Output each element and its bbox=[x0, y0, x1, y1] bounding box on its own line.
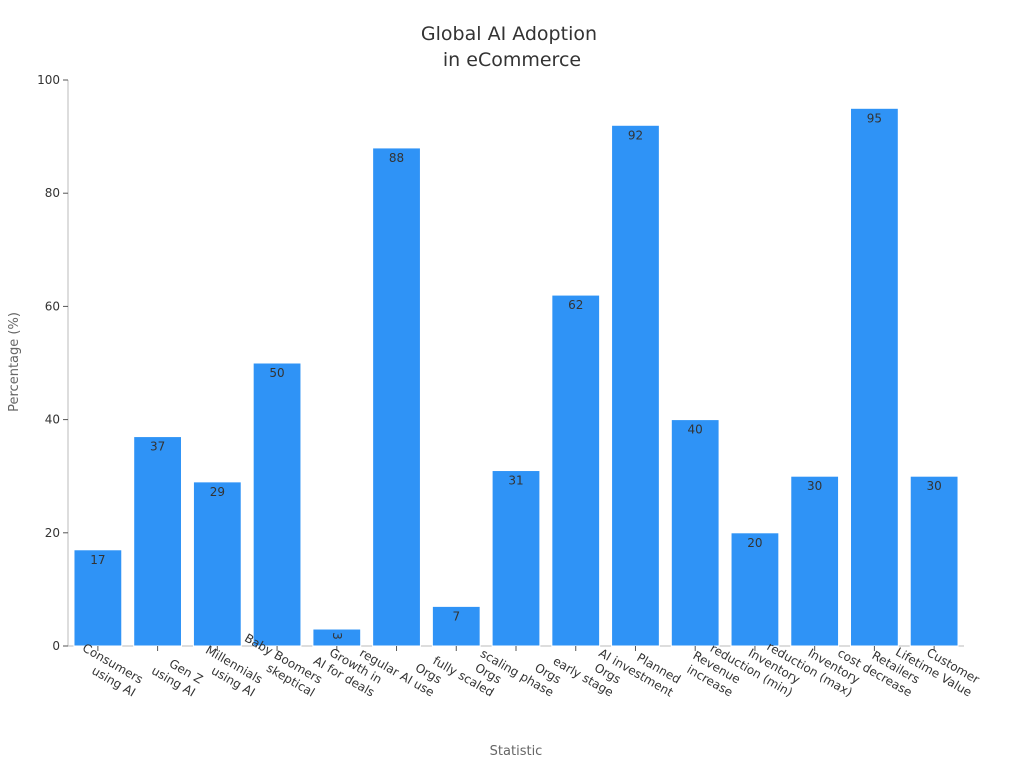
bar bbox=[372, 147, 421, 647]
x-tick-label: Consumersusing AI bbox=[73, 641, 146, 700]
bar bbox=[909, 475, 959, 647]
chart-title-line-1: Global AI Adoption bbox=[421, 23, 597, 45]
x-axis-label: Statistic bbox=[490, 744, 543, 759]
y-axis-label: Percentage (%) bbox=[7, 312, 22, 412]
bar-value-label: 31 bbox=[508, 474, 523, 488]
x-tick-label: Growth inAI for deals bbox=[311, 641, 384, 700]
bar bbox=[670, 419, 720, 647]
bar bbox=[252, 362, 302, 647]
bar bbox=[133, 436, 182, 647]
bar bbox=[73, 549, 123, 647]
bar-value-label: 37 bbox=[150, 440, 165, 454]
bar-value-label: 30 bbox=[926, 479, 941, 493]
bar bbox=[611, 124, 660, 647]
y-tick-label: 40 bbox=[45, 413, 60, 427]
bar-value-label: 88 bbox=[389, 151, 404, 165]
bar bbox=[850, 107, 899, 647]
y-tick-label: 20 bbox=[45, 526, 60, 540]
bar-value-label: 40 bbox=[688, 423, 703, 437]
bar-value-label: 20 bbox=[747, 536, 762, 550]
chart-title: Global AI Adoption in eCommerce bbox=[421, 23, 603, 71]
bar bbox=[491, 470, 541, 647]
bar-value-label: 30 bbox=[807, 479, 822, 493]
chart-title-line-2: in eCommerce bbox=[443, 49, 581, 71]
y-tick-label: 80 bbox=[45, 186, 60, 200]
y-tick-label: 60 bbox=[45, 299, 60, 313]
x-tick-label: Gen Zusing AI bbox=[149, 650, 205, 699]
bar bbox=[431, 605, 481, 647]
bar-value-label: 7 bbox=[452, 609, 460, 623]
x-tick-label: Millennialsusing AI bbox=[196, 643, 265, 700]
y-tick-label: 0 bbox=[52, 639, 60, 653]
bar-value-label: 29 bbox=[210, 485, 225, 499]
bar-value-label: 50 bbox=[269, 366, 284, 380]
bar-value-label: 92 bbox=[628, 128, 643, 142]
bar-value-label: 95 bbox=[867, 111, 882, 125]
y-tick-label: 100 bbox=[37, 73, 60, 87]
bar bbox=[730, 532, 780, 647]
bar-value-label: 3 bbox=[330, 632, 344, 640]
bar bbox=[192, 481, 242, 647]
bar-value-label: 62 bbox=[568, 298, 583, 312]
x-tick-label: Orgsfully scaled bbox=[431, 640, 504, 699]
x-tick-label: Orgsearly stage bbox=[551, 641, 624, 700]
bar bbox=[551, 294, 601, 647]
bar-value-label: 17 bbox=[90, 553, 105, 567]
bar bbox=[790, 475, 840, 647]
